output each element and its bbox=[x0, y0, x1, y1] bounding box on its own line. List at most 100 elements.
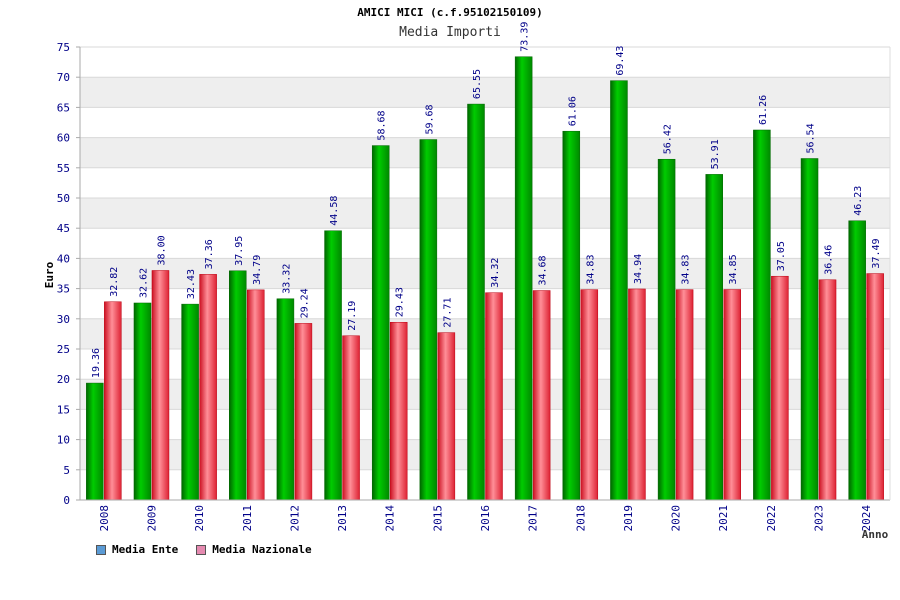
x-tick-label: 2019 bbox=[622, 505, 635, 532]
bar-value-label: 56.54 bbox=[806, 123, 817, 153]
x-tick-label: 2014 bbox=[384, 505, 397, 532]
bar-media-nazionale bbox=[675, 289, 694, 501]
bar-value-label: 69.43 bbox=[615, 46, 626, 76]
bar-value-label: 27.19 bbox=[347, 301, 358, 331]
x-tick-label: 2016 bbox=[479, 505, 492, 532]
bar-media-nazionale bbox=[389, 321, 408, 501]
bar-value-label: 38.00 bbox=[156, 235, 167, 265]
bar-media-ente bbox=[324, 230, 342, 501]
y-tick-label: 50 bbox=[57, 192, 70, 205]
bar-media-ente bbox=[371, 145, 390, 501]
y-tick-label: 10 bbox=[57, 434, 70, 447]
legend-swatch-media-nazionale bbox=[196, 544, 207, 555]
bar-value-label: 59.68 bbox=[424, 104, 435, 134]
x-tick-label: 2023 bbox=[813, 505, 826, 532]
y-tick-label: 45 bbox=[57, 222, 70, 235]
bar-value-label: 34.94 bbox=[633, 254, 644, 284]
y-tick-label: 25 bbox=[57, 343, 70, 356]
y-tick-label: 75 bbox=[57, 41, 70, 54]
x-tick-label: 2020 bbox=[670, 505, 683, 532]
bar-value-label: 29.24 bbox=[299, 288, 310, 318]
y-tick-label: 20 bbox=[57, 373, 70, 386]
legend-label-media-ente: Media Ente bbox=[112, 543, 179, 556]
bar-media-ente bbox=[181, 303, 199, 501]
x-tick-label: 2013 bbox=[336, 505, 349, 532]
bar-media-ente bbox=[514, 56, 533, 501]
bar-media-ente bbox=[419, 139, 438, 501]
bar-media-ente bbox=[276, 298, 295, 501]
x-tick-label: 2008 bbox=[98, 505, 111, 532]
bar-media-ente bbox=[467, 103, 485, 501]
chart-subtitle: Media Importi bbox=[399, 25, 501, 40]
bar-value-label: 33.32 bbox=[281, 264, 292, 294]
plot-band bbox=[80, 77, 890, 108]
bar-media-nazionale bbox=[580, 289, 599, 501]
y-tick-label: 30 bbox=[57, 313, 70, 326]
y-tick-label: 55 bbox=[57, 162, 70, 175]
bar-media-ente bbox=[133, 302, 152, 501]
y-tick-label: 15 bbox=[57, 403, 70, 416]
bar-media-ente bbox=[562, 130, 581, 501]
bar-value-label: 37.36 bbox=[204, 239, 215, 269]
x-axis-label: Anno bbox=[862, 528, 889, 541]
y-tick-label: 35 bbox=[57, 283, 70, 296]
bar-value-label: 44.58 bbox=[329, 196, 340, 226]
bar-value-label: 73.39 bbox=[520, 22, 531, 52]
bar-value-label: 58.68 bbox=[377, 110, 388, 140]
bar-value-label: 27.71 bbox=[442, 298, 453, 328]
bar-media-ente bbox=[705, 174, 723, 501]
y-tick-label: 5 bbox=[63, 464, 70, 477]
y-axis-label: Euro bbox=[43, 261, 56, 288]
bar-value-label: 61.26 bbox=[758, 95, 769, 125]
x-tick-labels: 2008 2009 2010 2011 2012 2013 2014 2015 2016 2017… bbox=[98, 505, 873, 532]
bar-value-label: 37.49 bbox=[871, 238, 882, 268]
bars bbox=[86, 56, 884, 501]
x-tick-label: 2018 bbox=[574, 505, 587, 532]
bar-value-label: 37.05 bbox=[776, 241, 787, 271]
bar-media-nazionale bbox=[437, 332, 456, 501]
bar-value-label: 32.62 bbox=[138, 268, 149, 298]
bar-media-ente bbox=[848, 220, 866, 501]
bar-media-nazionale bbox=[151, 270, 170, 501]
bar-value-label: 37.95 bbox=[234, 236, 245, 266]
bar-value-label: 36.46 bbox=[824, 245, 835, 275]
y-tick-label: 70 bbox=[57, 71, 70, 84]
bar-value-label: 32.43 bbox=[186, 269, 197, 299]
chart-title: AMICI MICI (c.f.95102150109) bbox=[357, 6, 543, 19]
bar-value-label: 29.43 bbox=[395, 287, 406, 317]
bar-value-label: 32.82 bbox=[109, 267, 120, 297]
bar-value-label: 61.06 bbox=[567, 96, 578, 126]
bar-media-nazionale bbox=[104, 301, 122, 501]
x-tick-label: 2010 bbox=[193, 505, 206, 532]
bar-value-label: 65.55 bbox=[472, 69, 483, 99]
bar-value-label: 46.23 bbox=[853, 186, 864, 216]
bar-value-label: 34.83 bbox=[681, 255, 692, 285]
legend-item-media-nazionale: Media Nazionale bbox=[196, 543, 312, 556]
legend-label-media-nazionale: Media Nazionale bbox=[212, 543, 312, 556]
bar-media-nazionale bbox=[199, 274, 217, 501]
bar-media-nazionale bbox=[247, 289, 265, 501]
x-tick-label: 2021 bbox=[717, 505, 730, 532]
bar-media-ente bbox=[86, 382, 104, 501]
bar-media-nazionale bbox=[485, 292, 503, 501]
bar-value-labels: 19.36 32.82 32.62 38.00 32.43 37.36 37.95 34.79… bbox=[91, 22, 882, 378]
bar-value-label: 34.79 bbox=[252, 255, 263, 285]
bar-media-nazionale bbox=[723, 289, 741, 501]
x-tick-label: 2011 bbox=[241, 505, 254, 532]
bar-value-label: 34.32 bbox=[490, 258, 501, 288]
bar-media-nazionale bbox=[771, 275, 789, 501]
bar-media-nazionale bbox=[818, 279, 837, 501]
bar-media-ente bbox=[229, 270, 247, 501]
bar-media-nazionale bbox=[532, 290, 551, 501]
y-tick-label: 65 bbox=[57, 101, 70, 114]
bar-media-nazionale bbox=[342, 335, 360, 501]
bar-media-ente bbox=[800, 158, 819, 501]
y-tick-label: 60 bbox=[57, 132, 70, 145]
x-tick-label: 2009 bbox=[145, 505, 158, 532]
bar-media-ente bbox=[753, 129, 771, 501]
legend: Media Ente Media Nazionale bbox=[96, 543, 312, 556]
bar-value-label: 34.68 bbox=[538, 255, 549, 285]
legend-item-media-ente: Media Ente bbox=[96, 543, 178, 556]
bar-media-nazionale bbox=[628, 288, 646, 501]
